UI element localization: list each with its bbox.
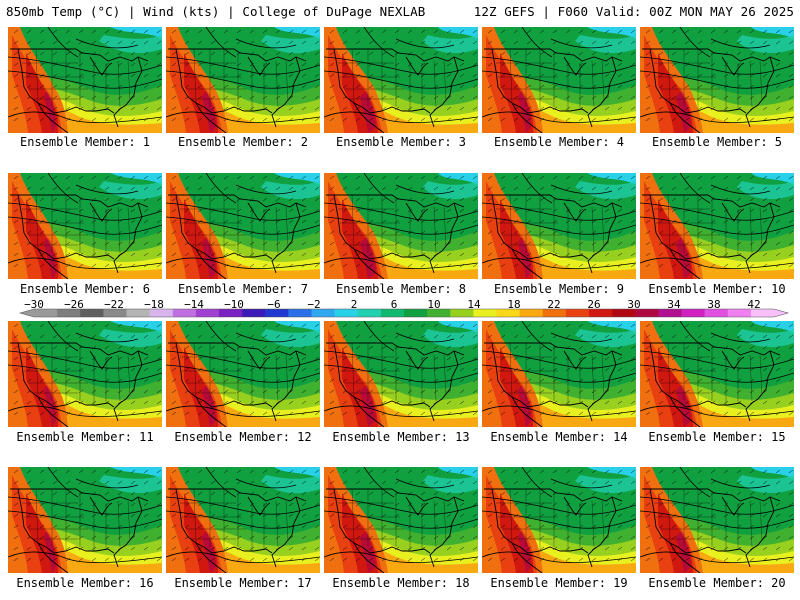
ensemble-member-label: Ensemble Member: 13 xyxy=(332,430,470,444)
colorbar-segment xyxy=(334,309,359,317)
ensemble-member-label: Ensemble Member: 14 xyxy=(490,430,628,444)
ensemble-member-label: Ensemble Member: 17 xyxy=(174,576,312,590)
colorbar-segment xyxy=(288,309,312,317)
colorbar-segment xyxy=(635,309,659,317)
colorbar-segment xyxy=(473,309,497,317)
ensemble-member-label: Ensemble Member: 9 xyxy=(493,282,625,296)
colorbar-segment xyxy=(519,309,544,317)
colorbar-segment xyxy=(427,309,451,317)
colorbar-tick-label: 26 xyxy=(587,298,601,311)
ensemble-member-label: Ensemble Member: 4 xyxy=(493,135,625,149)
colorbar-segment xyxy=(681,309,705,317)
ensemble-member-map xyxy=(324,321,478,427)
colorbar-segment xyxy=(195,309,220,317)
ensemble-member-map xyxy=(8,467,162,573)
ensemble-member-map xyxy=(640,467,794,573)
ensemble-member-map xyxy=(640,27,794,133)
map-title: 850mb Temp (°C) | Wind (kts) | College o… xyxy=(6,4,426,19)
colorbar-segment xyxy=(450,309,474,317)
ensemble-member-label: Ensemble Member: 19 xyxy=(490,576,628,590)
colorbar-tick-label: 18 xyxy=(507,298,521,311)
ensemble-member-map xyxy=(482,467,636,573)
ensemble-member-label: Ensemble Member: 5 xyxy=(651,135,783,149)
colorbar-tick-label: 10 xyxy=(427,298,441,311)
colorbar-tick-label: −10 xyxy=(224,298,244,311)
colorbar-segment xyxy=(126,309,150,317)
ensemble-member-map xyxy=(482,27,636,133)
colorbar-segment xyxy=(34,309,58,317)
colorbar-segment xyxy=(750,309,775,317)
colorbar-segment xyxy=(704,309,729,317)
ensemble-member-label: Ensemble Member: 15 xyxy=(648,430,786,444)
colorbar-tick-label: 14 xyxy=(467,298,481,311)
ensemble-member-map xyxy=(166,173,320,279)
colorbar-segment xyxy=(404,309,428,317)
ensemble-member-map xyxy=(8,27,162,133)
ensemble-member-label: Ensemble Member: 1 xyxy=(19,135,151,149)
temperature-colorbar xyxy=(18,308,790,318)
colorbar-segment xyxy=(242,309,266,317)
colorbar-tick-label: 30 xyxy=(627,298,641,311)
colorbar-tick-label: 34 xyxy=(667,298,681,311)
ensemble-member-label: Ensemble Member: 10 xyxy=(648,282,786,296)
ensemble-member-label: Ensemble Member: 12 xyxy=(174,430,312,444)
ensemble-member-label: Ensemble Member: 16 xyxy=(16,576,154,590)
colorbar-tick-label: 38 xyxy=(707,298,721,311)
colorbar-tick-label: 6 xyxy=(390,298,398,311)
colorbar-segment xyxy=(80,309,104,317)
colorbar-tick-label: −6 xyxy=(267,298,281,311)
ensemble-member-map xyxy=(166,27,320,133)
ensemble-member-label: Ensemble Member: 11 xyxy=(16,430,154,444)
ensemble-member-label: Ensemble Member: 2 xyxy=(177,135,309,149)
colorbar-segment xyxy=(219,309,243,317)
colorbar-tick-label: −30 xyxy=(24,298,44,311)
colorbar-tick-label: −18 xyxy=(144,298,164,311)
ensemble-member-label: Ensemble Member: 3 xyxy=(335,135,467,149)
ensemble-member-map xyxy=(482,321,636,427)
ensemble-member-label: Ensemble Member: 7 xyxy=(177,282,309,296)
colorbar-segment xyxy=(57,309,81,317)
ensemble-member-map xyxy=(166,321,320,427)
colorbar-segment xyxy=(357,309,382,317)
ensemble-member-map xyxy=(8,173,162,279)
ensemble-member-map xyxy=(640,321,794,427)
ensemble-member-map xyxy=(166,467,320,573)
colorbar-tick-label: −26 xyxy=(64,298,84,311)
colorbar-segment xyxy=(103,309,127,317)
colorbar-segment xyxy=(149,309,174,317)
ensemble-member-map xyxy=(482,173,636,279)
colorbar-segment xyxy=(565,309,590,317)
colorbar-right-arrow xyxy=(774,309,788,317)
ensemble-member-map xyxy=(324,467,478,573)
colorbar-segment xyxy=(172,309,197,317)
model-run-info: 12Z GEFS | F060 Valid: 00Z MON MAY 26 20… xyxy=(473,4,794,19)
ensemble-member-label: Ensemble Member: 8 xyxy=(335,282,467,296)
colorbar-segment xyxy=(542,309,567,317)
colorbar-tick-label: 22 xyxy=(547,298,561,311)
colorbar-segment xyxy=(496,309,520,317)
colorbar-segment xyxy=(311,309,335,317)
ensemble-member-map xyxy=(640,173,794,279)
ensemble-member-label: Ensemble Member: 18 xyxy=(332,576,470,590)
colorbar-segment xyxy=(265,309,289,317)
colorbar-segment xyxy=(612,309,636,317)
colorbar-tick-label: −22 xyxy=(104,298,124,311)
colorbar-tick-label: −2 xyxy=(307,298,321,311)
ensemble-member-map xyxy=(324,173,478,279)
ensemble-member-label: Ensemble Member: 20 xyxy=(648,576,786,590)
colorbar-segment xyxy=(658,309,682,317)
ensemble-member-map xyxy=(324,27,478,133)
colorbar-segment xyxy=(380,309,405,317)
ensemble-member-label: Ensemble Member: 6 xyxy=(19,282,151,296)
colorbar-segment xyxy=(727,309,752,317)
colorbar-segment xyxy=(589,309,613,317)
colorbar-tick-label: −14 xyxy=(184,298,204,311)
colorbar-tick-label: 2 xyxy=(350,298,358,311)
ensemble-member-map xyxy=(8,321,162,427)
colorbar-outline xyxy=(18,308,790,318)
colorbar-tick-label: 42 xyxy=(747,298,761,311)
colorbar-left-arrow xyxy=(20,309,34,317)
